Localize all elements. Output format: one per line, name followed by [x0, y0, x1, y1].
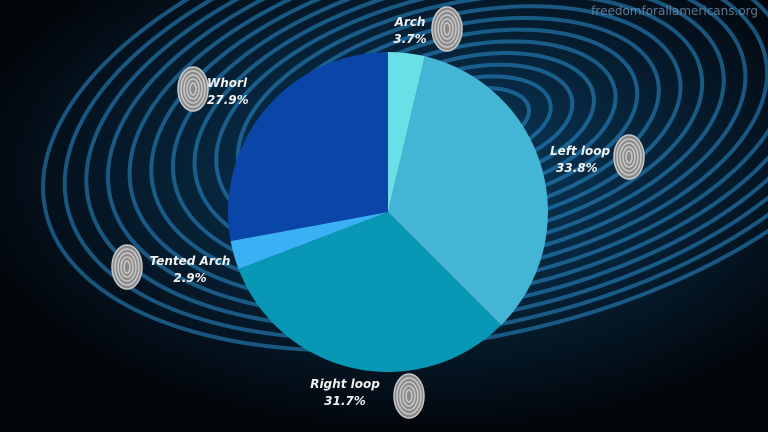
label-left-loop-value: 33.8% — [556, 161, 598, 175]
label-right-loop-value: 31.7% — [324, 394, 366, 408]
label-left-loop: Left loop 33.8% — [550, 143, 610, 177]
pie-slice-whorl — [228, 52, 388, 241]
pie-slice-left-loop — [388, 56, 548, 326]
watermark: freedomforallamericans.org — [591, 4, 758, 18]
pie-slice-arch — [388, 52, 425, 212]
label-tented-arch-value: 2.9% — [173, 271, 207, 285]
fingerprint-icon — [431, 6, 463, 52]
label-right-loop: Right loop 31.7% — [305, 376, 385, 410]
fingerprint-ridge — [41, 0, 768, 353]
label-arch: Arch 3.7% — [380, 14, 440, 48]
label-tented-arch-name: Tented Arch — [149, 254, 231, 268]
fingerprint-icon — [177, 66, 209, 112]
label-right-loop-name: Right loop — [310, 377, 380, 391]
label-whorl-name: Whorl — [207, 76, 248, 90]
label-arch-name: Arch — [394, 15, 426, 29]
fingerprint-icon — [393, 373, 425, 419]
pie-slice-tented-arch — [230, 212, 388, 270]
pie-slice-right-loop — [238, 212, 502, 373]
label-whorl: Whorl 27.9% — [207, 75, 249, 109]
fingerprint-icon — [613, 134, 645, 180]
fingerprint-icon — [111, 244, 143, 290]
label-left-loop-name: Left loop — [550, 144, 611, 158]
fingerprint-ridge — [62, 0, 768, 341]
label-tented-arch: Tented Arch 2.9% — [148, 253, 232, 287]
label-whorl-value: 27.9% — [207, 93, 249, 107]
label-arch-value: 3.7% — [393, 32, 427, 46]
